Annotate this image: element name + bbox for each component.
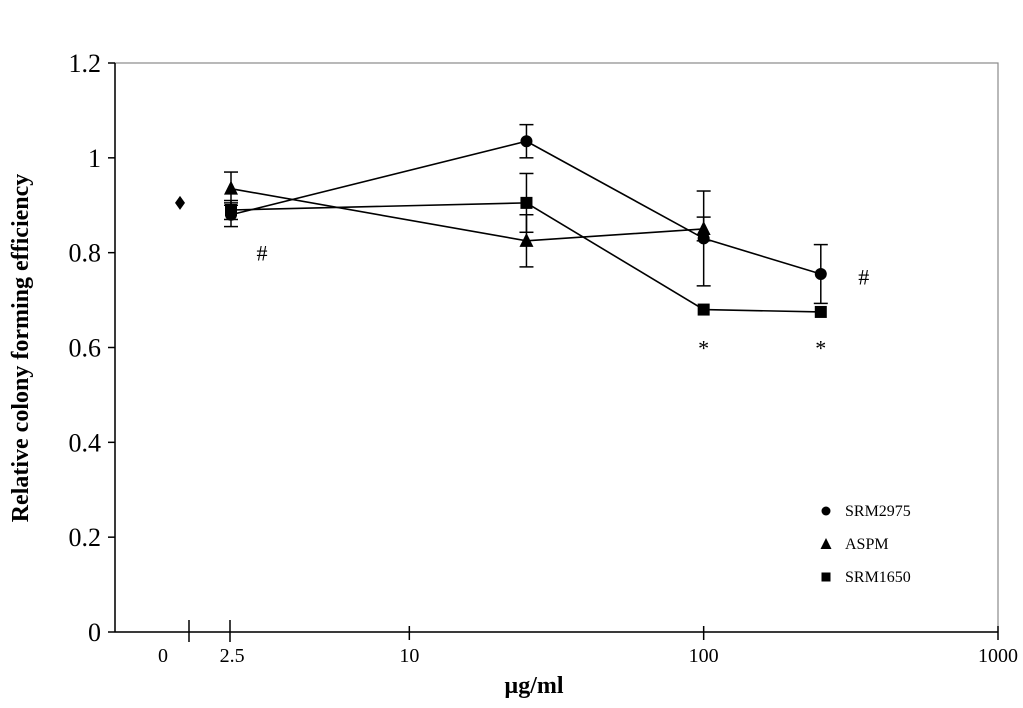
y-tick-label: 0.6: [69, 334, 102, 363]
y-tick-label: 1: [88, 144, 101, 173]
data-point-srm1650: [225, 203, 237, 216]
data-point-aspm: [519, 232, 534, 247]
data-point-aspm: [224, 180, 238, 195]
x-tick-label-zero: 0: [158, 645, 168, 667]
significance-mark: #: [858, 264, 869, 289]
y-tick-label: 1.2: [69, 49, 102, 78]
legend-marker-aspm: [820, 538, 832, 549]
legend-label-srm1650: SRM1650: [845, 569, 911, 586]
y-axis-ticks: 0 0.2 0.4 0.6 0.8 1 1.2: [69, 49, 115, 647]
legend-label-srm2975: SRM2975: [845, 503, 911, 520]
control-point: [175, 195, 185, 210]
data-point-aspm: [696, 220, 711, 235]
legend-marker-srm1650: [821, 572, 831, 582]
series-line-srm1650: [230, 202, 821, 313]
x-tick-label: 100: [689, 645, 719, 667]
x-axis-label: µg/ml: [504, 673, 563, 699]
series-line-srm2975: [230, 140, 822, 275]
annotations: # # * *: [257, 241, 870, 361]
legend-label-aspm: ASPM: [845, 536, 889, 553]
x-tick-label: 2.5: [220, 645, 245, 667]
data-point-srm1650: [520, 196, 533, 209]
significance-mark: #: [257, 241, 268, 266]
y-axis-label: Relative colony forming efficiency: [8, 174, 34, 523]
y-tick-label: 0.2: [69, 523, 102, 552]
legend: SRM2975 ASPM SRM1650: [820, 503, 911, 586]
data-point-srm1650: [814, 305, 827, 318]
significance-mark: *: [815, 336, 826, 361]
x-tick-label: 10: [399, 645, 419, 667]
data-point-srm2975: [520, 135, 533, 148]
y-tick-label: 0: [88, 618, 101, 647]
y-tick-label: 0.4: [69, 428, 102, 457]
data-point-srm1650: [697, 303, 710, 316]
error-bars: [224, 123, 828, 305]
significance-mark: *: [698, 336, 709, 361]
x-tick-label: 1000: [978, 645, 1018, 667]
data-point-srm2975: [814, 268, 827, 281]
series-markers: [175, 135, 827, 318]
data-point-srm2975: [697, 232, 710, 245]
x-axis-ticks: 2.5 10 100 1000 0: [158, 620, 1018, 667]
y-tick-label: 0.8: [69, 239, 102, 268]
legend-marker-srm2975: [821, 506, 831, 516]
